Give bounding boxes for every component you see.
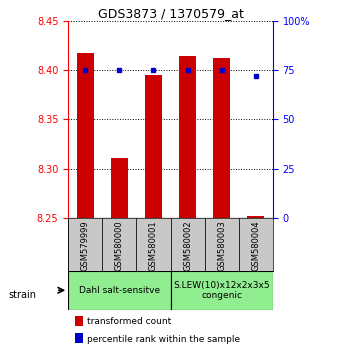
Text: S.LEW(10)x12x2x3x5
congenic: S.LEW(10)x12x2x3x5 congenic xyxy=(173,281,270,300)
Bar xyxy=(136,218,170,271)
Text: Dahl salt-sensitve: Dahl salt-sensitve xyxy=(79,286,160,295)
Bar xyxy=(239,218,273,271)
Bar xyxy=(213,58,230,218)
Text: GSM580004: GSM580004 xyxy=(251,220,260,271)
Bar xyxy=(68,271,170,310)
Text: percentile rank within the sample: percentile rank within the sample xyxy=(87,335,240,344)
Bar xyxy=(102,218,136,271)
Bar xyxy=(170,271,273,310)
Text: strain: strain xyxy=(9,290,36,299)
Bar xyxy=(205,218,239,271)
Bar xyxy=(111,158,128,218)
Bar xyxy=(68,218,102,271)
Text: GSM580003: GSM580003 xyxy=(217,220,226,271)
Text: GSM580000: GSM580000 xyxy=(115,220,124,271)
Bar xyxy=(247,216,264,218)
Text: transformed count: transformed count xyxy=(87,317,171,326)
Bar xyxy=(179,56,196,218)
Text: GSM580001: GSM580001 xyxy=(149,220,158,271)
Bar xyxy=(77,53,94,218)
Bar xyxy=(170,218,205,271)
Text: GSM579999: GSM579999 xyxy=(81,220,90,271)
Bar xyxy=(145,75,162,218)
Title: GDS3873 / 1370579_at: GDS3873 / 1370579_at xyxy=(98,7,243,20)
Text: GSM580002: GSM580002 xyxy=(183,220,192,271)
